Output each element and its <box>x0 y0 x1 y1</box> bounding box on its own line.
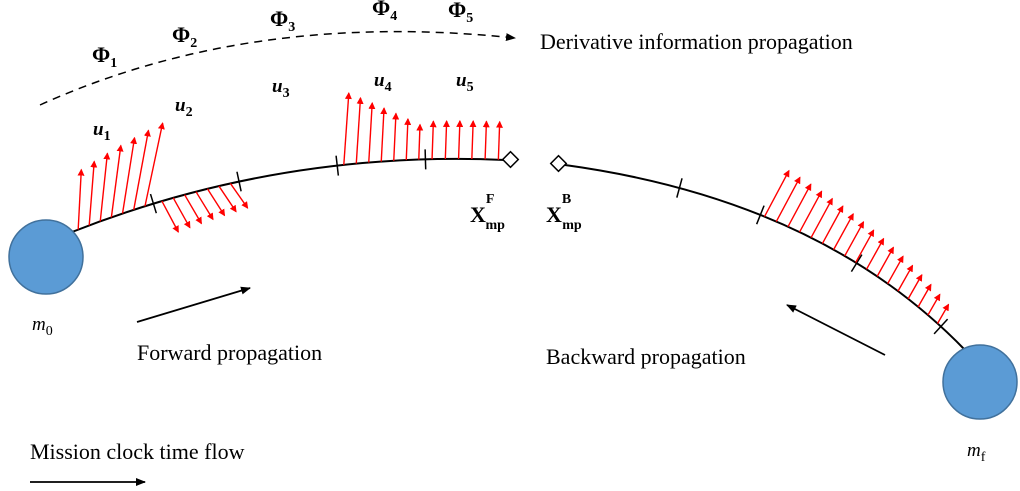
match-point-forward-diamond <box>501 150 520 169</box>
thrust-arrow <box>404 117 412 161</box>
match-point-backward-diamond <box>549 154 568 173</box>
thrust-arrow <box>161 200 179 233</box>
match-point-forward-label: XF mp <box>470 192 505 233</box>
derivative-flow-arrow <box>39 30 516 106</box>
thrust-arrow <box>133 129 151 210</box>
thrust-arrow <box>763 169 790 217</box>
initial-body-circle <box>8 219 84 295</box>
thrust-arrow <box>456 119 464 159</box>
segment-tick <box>424 149 427 170</box>
thrust-arrow <box>907 274 923 300</box>
thrust-arrow <box>380 107 388 162</box>
thrust-arrow <box>821 205 844 244</box>
thrust-arrow <box>195 191 214 221</box>
thrust-arrow <box>229 183 249 209</box>
thrust-arrow <box>855 229 875 263</box>
forward-direction-arrow <box>136 286 251 323</box>
thrust-arrow <box>844 221 865 257</box>
control-label: u1 <box>93 119 111 144</box>
thrust-arrow <box>810 197 833 239</box>
segment-tick <box>335 155 340 176</box>
thrust-arrow <box>482 120 490 160</box>
phi-label: Φ1 <box>92 42 117 71</box>
thrust-arrow <box>183 194 203 225</box>
thrust-arrow <box>787 183 812 228</box>
derivative-flow-label: Derivative information propagation <box>540 29 853 54</box>
thrust-arrow <box>876 246 895 277</box>
control-label: u3 <box>272 76 290 101</box>
thrust-arrow <box>442 119 450 159</box>
backward-trajectory-arc <box>564 164 966 351</box>
mission-clock-label: Mission clock time flow <box>30 439 245 464</box>
segment-tick <box>236 171 242 192</box>
forward-propagation-label: Forward propagation <box>137 340 322 365</box>
backward-propagation-label: Backward propagation <box>546 344 746 369</box>
thrust-arrow <box>429 120 437 160</box>
thrust-arrow <box>368 101 376 163</box>
thrust-arrow <box>172 197 191 229</box>
thrust-arrow <box>206 188 226 217</box>
thrust-arrow <box>865 237 885 270</box>
final-body-circle <box>942 344 1018 420</box>
thrust-arrow <box>495 120 503 160</box>
thrust-arrow <box>897 264 914 292</box>
thrust-arrow <box>110 144 124 218</box>
thrust-arrow <box>917 283 932 308</box>
segment-tick <box>850 254 863 273</box>
control-label: u5 <box>456 70 474 95</box>
phi-label: Φ4 <box>372 0 397 24</box>
forward-trajectory-arc <box>71 157 506 233</box>
thrust-arrow <box>775 176 801 222</box>
match-point-backward-label: XB mp <box>546 192 582 233</box>
segment-tick <box>676 178 683 198</box>
thrust-arrow <box>121 136 138 214</box>
thrust-arrow <box>936 303 950 324</box>
initial-mass-label: m0 <box>32 314 53 339</box>
thrust-arrow <box>469 120 477 160</box>
thrust-arrow <box>218 185 237 213</box>
backward-direction-arrow <box>786 304 886 356</box>
control-label: u4 <box>374 70 392 95</box>
thrust-arrow <box>833 213 854 250</box>
thrust-arrow <box>798 190 823 233</box>
phi-label: Φ3 <box>270 6 295 35</box>
segment-ticks <box>149 149 949 335</box>
thrust-arrows <box>77 92 950 324</box>
final-mass-label: mf <box>967 440 986 465</box>
thrust-arrow <box>416 123 424 160</box>
thrust-arrow <box>355 96 364 164</box>
segment-tick <box>149 193 158 214</box>
phi-label: Φ5 <box>448 0 473 26</box>
thrust-arrow <box>99 152 111 222</box>
segment-tick <box>755 205 765 225</box>
thrust-arrow <box>144 122 165 207</box>
phi-label: Φ2 <box>172 22 197 51</box>
thrust-arrow <box>343 92 352 165</box>
thrust-arrow <box>77 168 85 230</box>
thrust-arrow <box>927 293 941 316</box>
thrust-arrow <box>887 255 904 284</box>
segment-tick <box>933 318 949 335</box>
thrust-arrow <box>88 160 98 226</box>
control-label: u2 <box>175 95 193 120</box>
thrust-arrow <box>392 112 400 161</box>
